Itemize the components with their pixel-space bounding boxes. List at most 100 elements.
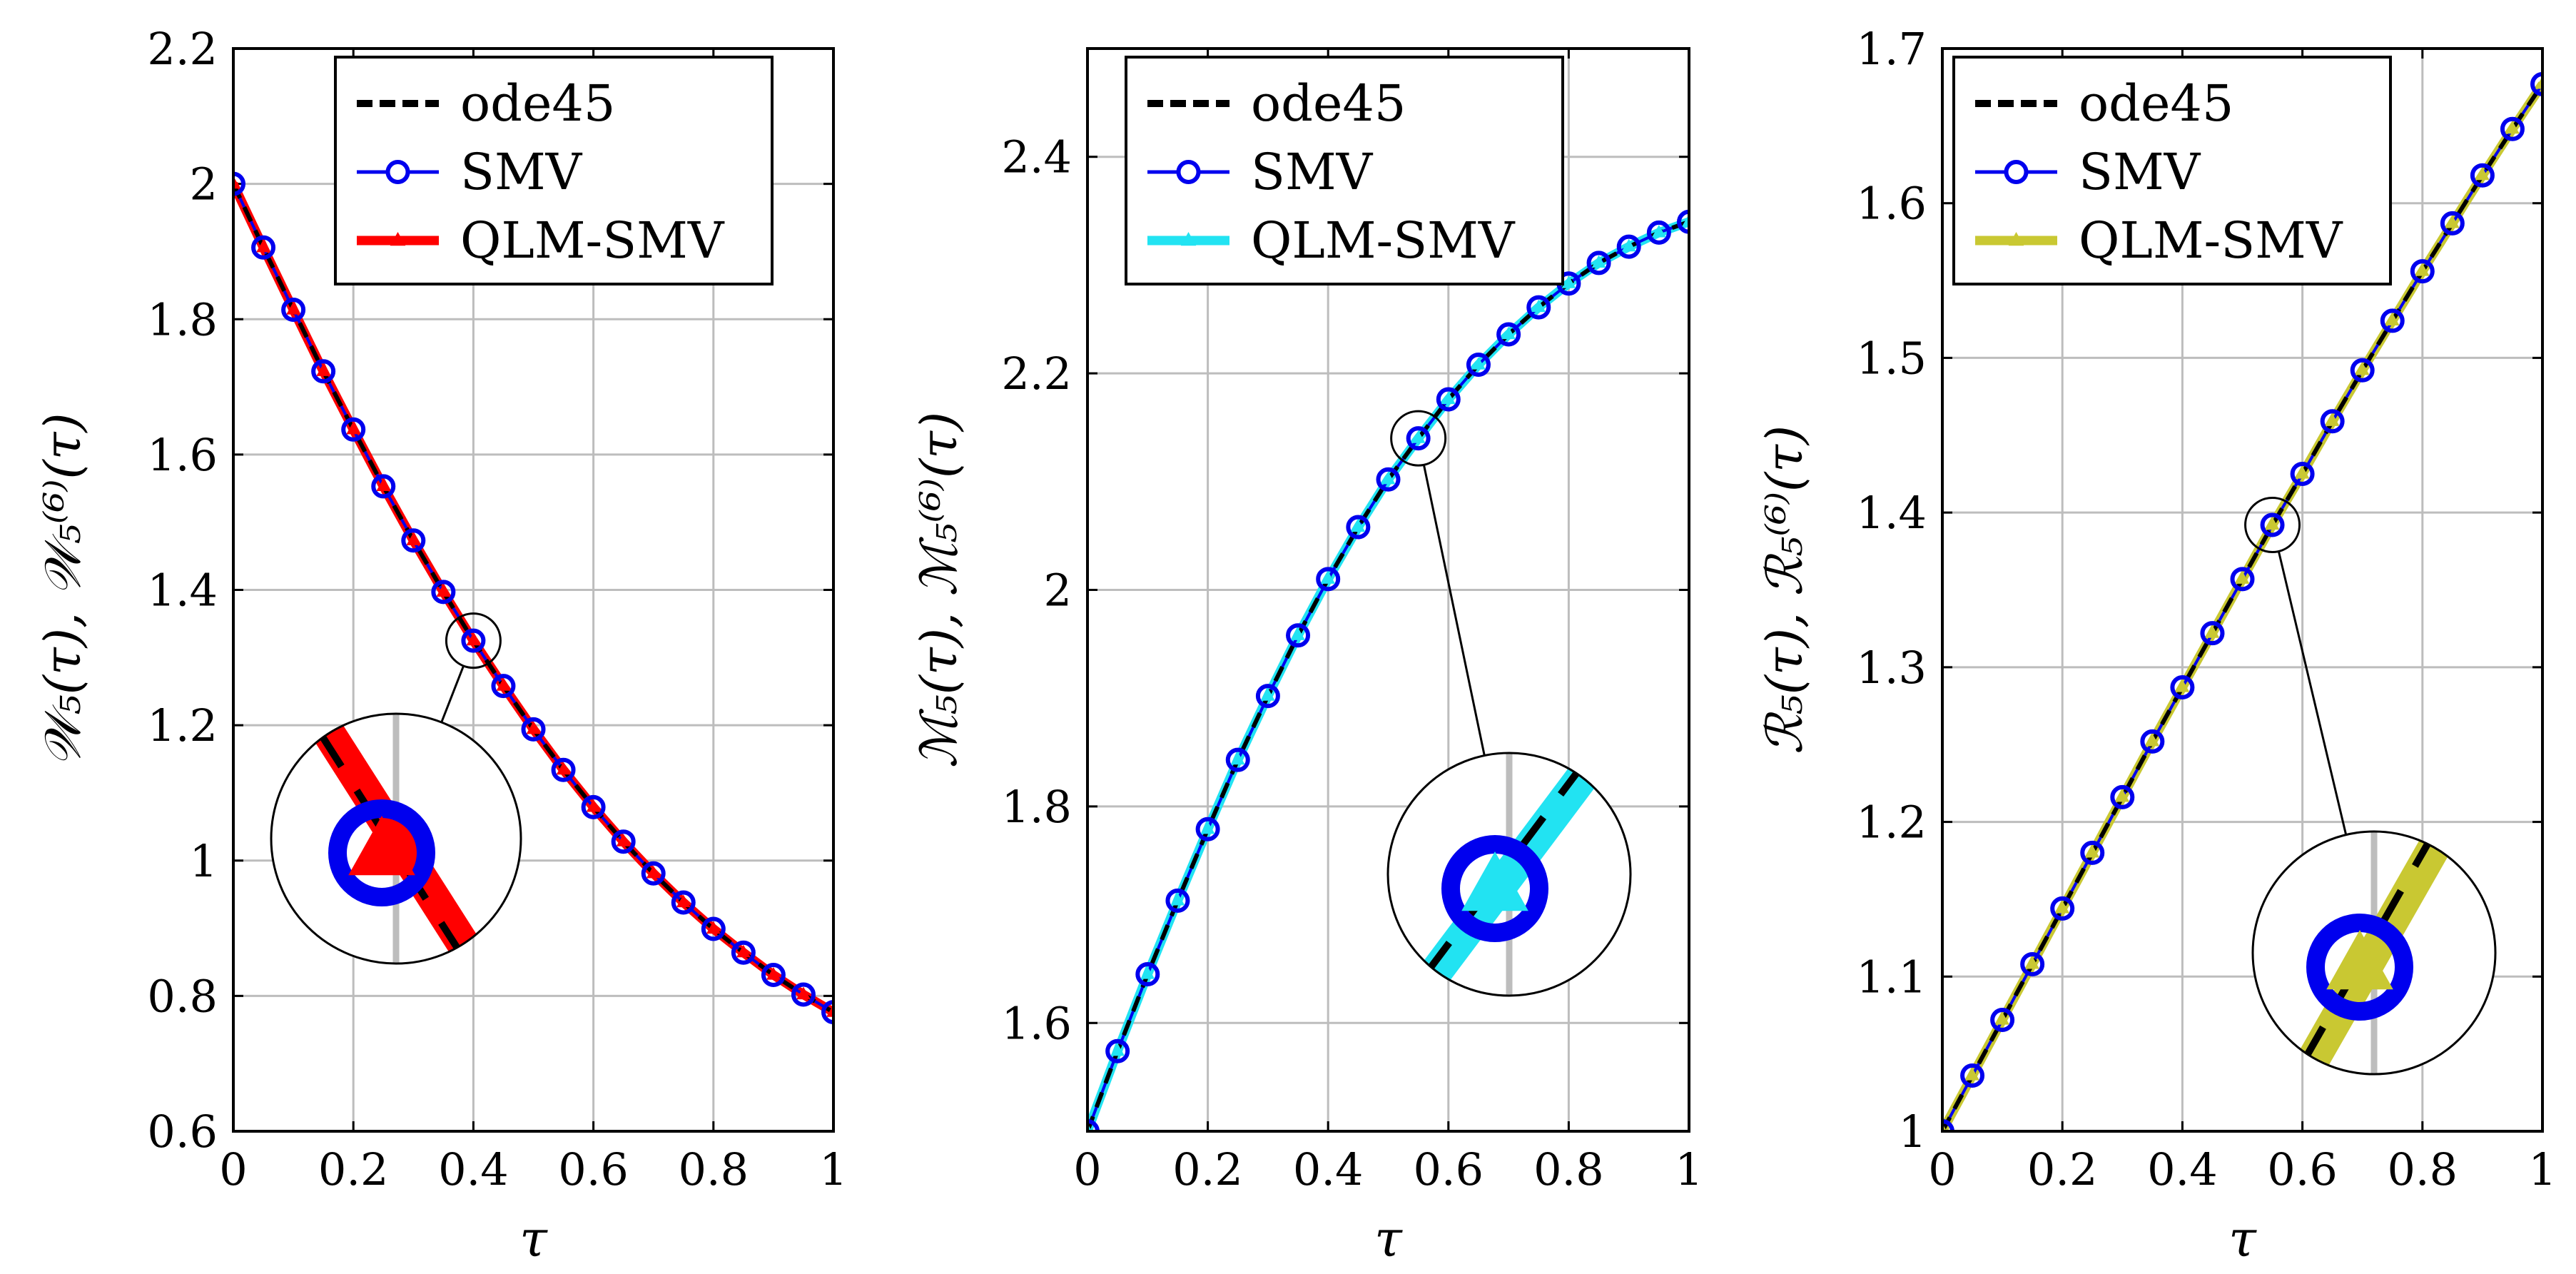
legend-item-qlm-smv: QLM-SMV xyxy=(357,211,725,270)
qlm-smv-marker xyxy=(256,239,270,253)
smv-marker xyxy=(1436,387,1461,412)
legend-label: ode45 xyxy=(460,74,615,133)
qlm-smv-marker xyxy=(796,986,811,1000)
qlm-smv-marker xyxy=(2115,789,2130,802)
y-tick-label: 1.6 xyxy=(1856,178,1927,230)
smv-marker xyxy=(401,528,426,553)
qlm-smv-marker xyxy=(2385,313,2400,326)
qlm-smv-marker xyxy=(526,721,541,734)
y-axis-label: 𝒲₅(τ), 𝒲₅⁽⁶⁾(τ) xyxy=(34,413,92,767)
legend-swatch-smv-marker xyxy=(385,160,410,184)
series-line-ode45 xyxy=(1087,219,1689,1131)
smv-marker xyxy=(1195,817,1220,841)
smv-marker xyxy=(611,829,636,854)
x-tick-label: 0.4 xyxy=(438,1143,509,1195)
smv-marker xyxy=(1286,623,1311,648)
x-tick-label: 0.6 xyxy=(2267,1143,2338,1195)
y-tick-label: 1.2 xyxy=(147,699,218,752)
legend-item-ode45: ode45 xyxy=(357,74,615,133)
smv-marker xyxy=(2410,259,2435,284)
legend: ode45 SMV QLM-SMV xyxy=(1952,56,2392,285)
smv-marker xyxy=(233,171,245,196)
legend-label: QLM-SMV xyxy=(1251,211,1516,270)
y-tick-label: 1.6 xyxy=(147,429,218,481)
smv-marker xyxy=(1135,962,1160,987)
y-tick-label: 1.8 xyxy=(147,293,218,345)
x-tick-label: 0.8 xyxy=(678,1143,749,1195)
qlm-smv-marker xyxy=(233,176,240,189)
smv-marker xyxy=(2440,211,2465,236)
qlm-smv-marker xyxy=(2505,121,2520,134)
y-tick-label: 2.2 xyxy=(147,23,218,75)
smv-marker xyxy=(311,359,336,384)
legend-label: SMV xyxy=(1251,143,1374,201)
inset-qlm-marker xyxy=(348,816,415,876)
legend-label: ode45 xyxy=(1251,74,1406,133)
inset-border xyxy=(270,712,522,965)
legend-label: SMV xyxy=(2079,143,2201,201)
smv-marker xyxy=(1376,467,1401,492)
qlm-smv-marker xyxy=(2235,571,2250,584)
x-tick-label: 0.4 xyxy=(1293,1143,1364,1195)
smv-marker xyxy=(2260,512,2285,537)
y-tick-label: 0.8 xyxy=(147,970,218,1022)
smv-marker xyxy=(1406,426,1431,451)
legend-swatch-qlm-marker xyxy=(390,232,406,246)
qlm-smv-marker xyxy=(2175,679,2190,692)
qlm-smv-marker xyxy=(1995,1011,2009,1025)
smv-marker xyxy=(2350,358,2375,383)
qlm-smv-marker xyxy=(406,532,421,545)
x-tick-label: 1 xyxy=(819,1143,847,1195)
legend-swatch-qlm-marker xyxy=(1180,232,1197,246)
qlm-smv-marker xyxy=(286,301,300,315)
qlm-smv-marker xyxy=(2445,215,2460,228)
smv-marker xyxy=(1646,220,1671,245)
legend-item-qlm-smv: QLM-SMV xyxy=(1147,211,1516,270)
smv-marker xyxy=(551,757,576,782)
qlm-smv-marker xyxy=(616,834,631,846)
smv-marker xyxy=(581,794,606,819)
qlm-smv-marker xyxy=(346,421,361,435)
y-axis-label: ℛ₅(τ), ℛ₅⁽⁶⁾(τ) xyxy=(1755,425,1814,754)
smv-marker xyxy=(461,628,486,653)
chart-panel-3: 0 0.2 0.4 0.6 0.8 1 1 1.1 1.2 1.3 1.4 1.5 1.6 1.7 τ ℛ₅(… xyxy=(1755,23,2557,1268)
smv-marker xyxy=(2170,675,2195,700)
x-axis-label: τ xyxy=(1374,1210,1403,1268)
x-tick-label: 0.6 xyxy=(1413,1143,1484,1195)
smv-marker xyxy=(701,916,726,941)
qlm-smv-marker xyxy=(466,632,481,646)
qlm-smv-marker xyxy=(1561,275,1576,288)
y-tick-label: 1.4 xyxy=(1856,487,1927,539)
qlm-smv-marker xyxy=(2325,413,2340,426)
y-tick-label: 1 xyxy=(190,835,218,887)
qlm-smv-marker xyxy=(1291,627,1305,640)
plot-area xyxy=(1087,209,1689,1131)
smv-marker xyxy=(2320,409,2345,434)
y-tick-label: 0.6 xyxy=(147,1106,218,1158)
smv-marker xyxy=(1677,209,1689,234)
smv-marker xyxy=(2080,840,2105,865)
smv-marker xyxy=(2200,621,2225,646)
y-tick-label: 2.4 xyxy=(1001,131,1072,183)
zoom-connector xyxy=(2277,551,2348,835)
legend: ode45 SMV QLM-SMV xyxy=(1125,56,1564,285)
smv-marker xyxy=(2530,71,2542,96)
qlm-smv-marker xyxy=(1531,299,1546,313)
qlm-smv-marker xyxy=(2055,900,2070,914)
smv-marker xyxy=(761,962,786,987)
y-axis-label: ℳ₅(τ), ℳ₅⁽⁶⁾(τ) xyxy=(910,412,968,768)
qlm-smv-marker xyxy=(1501,326,1516,340)
qlm-smv-marker xyxy=(1261,688,1275,701)
x-tick-label: 0.8 xyxy=(1533,1143,1604,1195)
qlm-smv-marker xyxy=(1471,356,1486,370)
y-tick-label: 1.2 xyxy=(1856,797,1927,849)
inset-smv-marker xyxy=(328,799,435,906)
qlm-smv-marker xyxy=(1411,430,1426,443)
inset-qlm-marker xyxy=(2326,930,2393,990)
zoom-connector xyxy=(1422,465,1486,756)
qlm-smv-marker xyxy=(2205,625,2220,638)
x-tick-label: 1 xyxy=(1675,1143,1703,1195)
smv-marker xyxy=(2470,163,2495,188)
zoom-circle xyxy=(445,612,502,669)
